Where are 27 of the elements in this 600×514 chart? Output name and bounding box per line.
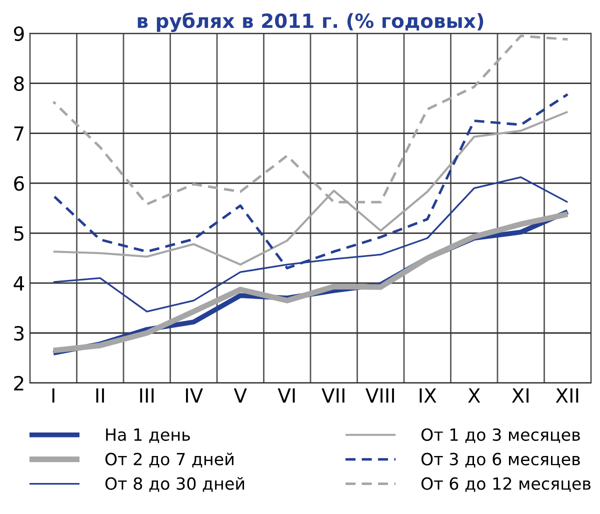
y-tick-label: 7 (14, 126, 24, 141)
legend-label: От 2 до 7 дней (105, 452, 234, 468)
y-tick-label: 6 (14, 176, 24, 191)
x-tick-label: II (96, 388, 104, 403)
x-tick-label: I (52, 388, 54, 403)
x-tick-label: IX (420, 388, 436, 403)
x-tick-label: XI (512, 388, 528, 403)
legend-label: От 8 до 30 дней (105, 477, 244, 492)
y-tick-label: 5 (14, 226, 24, 241)
legend-label: На 1 день (106, 428, 190, 444)
y-tick-label: 3 (14, 326, 24, 341)
legend-label: От 6 до 12 месяцев (421, 477, 591, 492)
x-tick-label: XII (556, 388, 578, 403)
x-tick-label: III (140, 388, 154, 403)
x-tick-label: VII (322, 388, 344, 403)
chart-title: в рублях в 2011 г. (% годовых) (138, 12, 484, 32)
legend-label: От 3 до 6 месяцев (421, 452, 580, 468)
y-tick-label: 2 (14, 376, 24, 390)
y-tick-label: 4 (14, 276, 24, 290)
y-tick-label: 9 (14, 26, 24, 42)
x-tick-label: IV (186, 388, 203, 403)
x-tick-label: VI (278, 388, 295, 403)
legend-label: От 1 до 3 месяцев (421, 428, 580, 444)
x-tick-label: V (234, 388, 247, 403)
y-tick-label: 8 (14, 76, 24, 92)
x-tick-label: X (468, 388, 480, 403)
x-tick-label: VIII (366, 388, 394, 403)
